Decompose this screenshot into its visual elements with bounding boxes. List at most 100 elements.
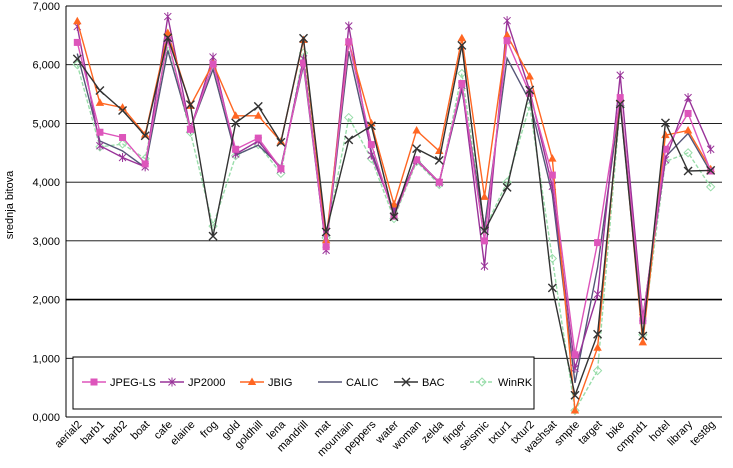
series-line <box>76 46 712 413</box>
legend-label: JPEG-LS <box>110 377 156 389</box>
data-point <box>344 112 354 123</box>
data-point <box>73 38 81 46</box>
data-point <box>548 154 557 162</box>
data-point <box>593 329 603 339</box>
series-lines <box>72 12 716 416</box>
data-point <box>163 12 172 22</box>
legend-marker <box>247 377 257 385</box>
data-point <box>570 390 580 400</box>
data-point <box>570 405 580 416</box>
x-tick-label: frog <box>198 419 220 441</box>
data-point <box>254 134 262 142</box>
data-point <box>503 16 511 26</box>
series-line <box>76 16 712 369</box>
y-tick-label: 0,000 <box>32 412 60 424</box>
data-point <box>571 363 579 373</box>
series-bac <box>72 33 716 400</box>
data-point <box>231 118 241 128</box>
data-point <box>571 351 579 359</box>
data-point <box>300 59 308 67</box>
y-tick-label: 1,000 <box>32 353 60 365</box>
data-point <box>503 37 511 45</box>
y-tick-label: 3,000 <box>32 236 60 248</box>
data-point <box>95 86 105 96</box>
data-point <box>344 135 354 145</box>
y-tick-label: 5,000 <box>32 118 60 130</box>
data-point <box>684 109 692 117</box>
data-point <box>684 93 692 103</box>
data-point <box>276 137 286 147</box>
data-point <box>366 121 376 131</box>
data-point <box>547 253 558 264</box>
data-point <box>95 98 105 106</box>
data-point <box>479 226 489 236</box>
data-point <box>525 85 535 95</box>
data-point <box>367 141 375 149</box>
data-point <box>163 33 173 43</box>
data-point <box>208 231 218 241</box>
data-point <box>592 365 603 376</box>
x-tick-label: target <box>576 419 604 447</box>
data-point <box>72 54 82 64</box>
legend-label: BAC <box>422 377 445 389</box>
data-point <box>118 152 127 162</box>
data-point <box>434 155 444 165</box>
series-line <box>76 37 712 355</box>
data-point <box>277 165 285 173</box>
data-point <box>412 125 421 134</box>
data-point <box>683 166 693 176</box>
data-point <box>547 283 557 293</box>
data-point <box>594 239 602 247</box>
x-tick-label: barb2 <box>101 419 129 447</box>
data-point <box>321 227 331 237</box>
data-point <box>638 337 648 346</box>
y-tick-label: 2,000 <box>32 295 60 307</box>
data-point <box>413 156 421 164</box>
data-point <box>683 148 693 158</box>
y-tick-label: 7,000 <box>32 1 60 13</box>
data-point <box>683 125 693 134</box>
data-point <box>706 165 716 175</box>
x-tick-label: boat <box>129 419 153 443</box>
data-point <box>73 16 82 25</box>
legend-marker <box>401 377 411 387</box>
data-point <box>186 125 194 133</box>
y-axis-ticks: 0,000 1,000 2,000 3,000 4,000 5,000 6,000 7,000 <box>32 1 60 424</box>
data-point <box>345 38 353 46</box>
data-point <box>480 192 489 200</box>
data-point <box>321 235 331 244</box>
data-point <box>706 144 715 154</box>
data-point <box>322 243 330 251</box>
data-point <box>593 343 602 351</box>
y-tick-label: 6,000 <box>32 60 60 72</box>
x-tick-label: test8g <box>688 419 718 449</box>
data-point <box>389 212 399 222</box>
data-point <box>457 40 467 50</box>
legend-label: WinRK <box>498 377 533 389</box>
data-point <box>570 406 580 414</box>
data-point <box>593 289 602 299</box>
data-point <box>299 33 309 43</box>
legend-label: JBIG <box>268 377 292 389</box>
data-point <box>548 171 556 179</box>
data-point <box>163 28 172 37</box>
data-point <box>638 331 648 341</box>
series-jpeg-ls <box>73 36 715 359</box>
data-point <box>615 99 625 109</box>
series-jp2000 <box>73 12 715 373</box>
legend-label: JP2000 <box>188 377 225 389</box>
x-tick-label: elaine <box>168 419 197 448</box>
legend-marker <box>168 377 176 387</box>
data-point <box>616 94 624 102</box>
y-tick-label: 4,000 <box>32 177 60 189</box>
data-point <box>119 134 127 142</box>
data-point <box>480 237 488 245</box>
data-point <box>480 261 489 271</box>
data-point <box>660 118 670 128</box>
data-point <box>232 145 240 153</box>
x-tick-label: barb1 <box>79 419 107 447</box>
data-point <box>502 182 512 192</box>
data-point <box>185 100 195 110</box>
data-point <box>525 71 534 80</box>
y-axis-label: srednja bitova <box>4 170 16 239</box>
